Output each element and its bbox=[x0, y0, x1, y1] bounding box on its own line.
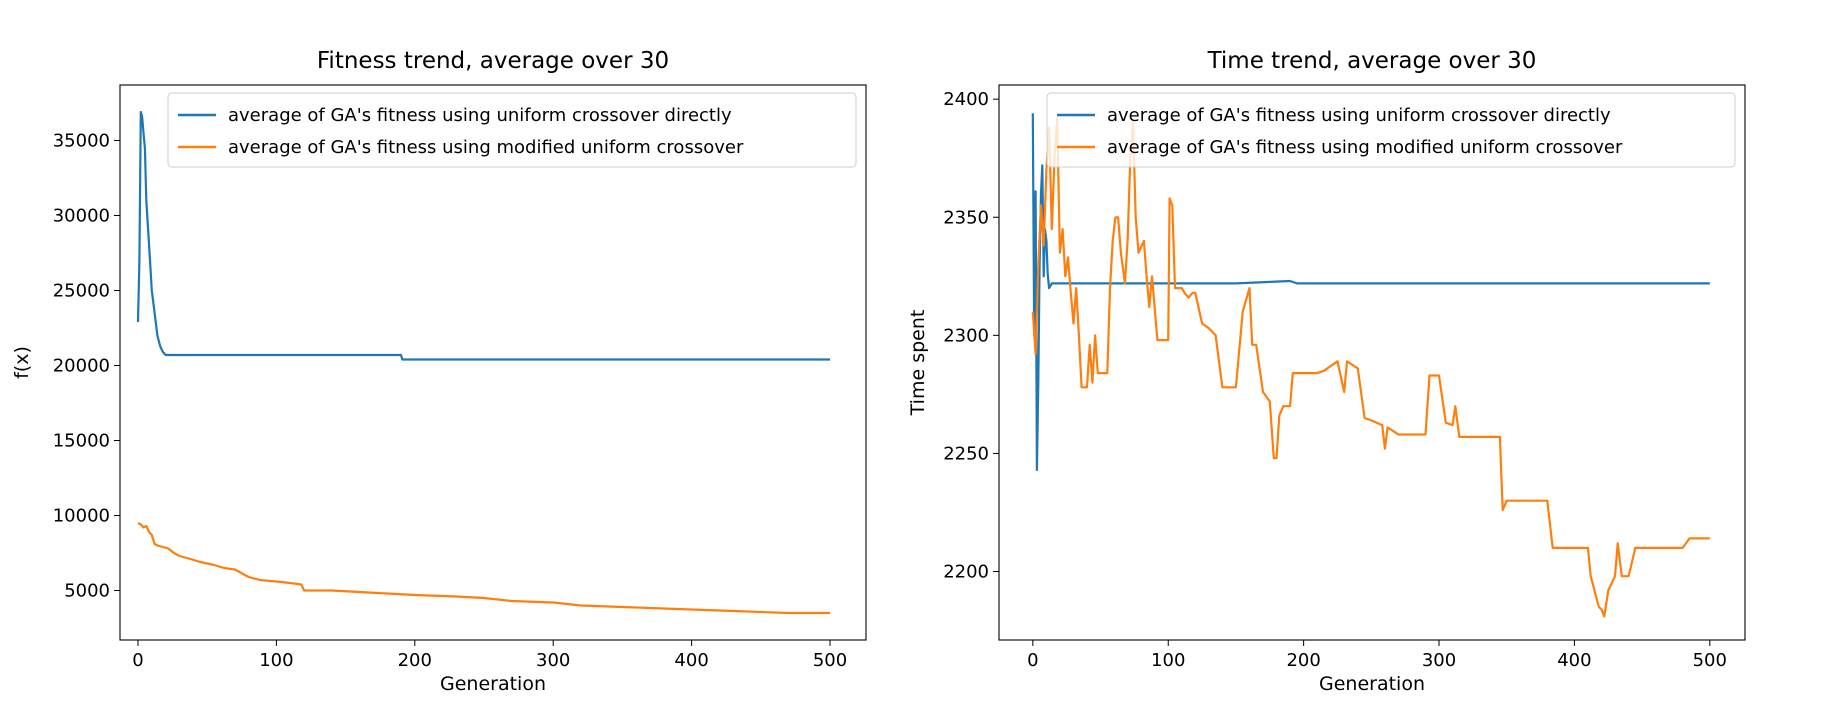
y-tick-label: 5000 bbox=[64, 581, 110, 602]
legend: average of GA's fitness using uniform cr… bbox=[1046, 92, 1736, 168]
chart-title: Time trend, average over 30 bbox=[1207, 48, 1537, 74]
legend-entry-label: average of GA's fitness using modified u… bbox=[1107, 137, 1623, 158]
x-tick-label: 400 bbox=[1557, 650, 1591, 671]
x-tick-label: 300 bbox=[536, 650, 570, 671]
x-tick-label: 100 bbox=[259, 650, 293, 671]
series-line-modified-uniform-crossover bbox=[137, 522, 830, 615]
y-tick-label: 25000 bbox=[53, 281, 110, 302]
y-axis-label: f(x) bbox=[11, 346, 33, 379]
x-tick-label: 500 bbox=[813, 650, 847, 671]
axes-frame bbox=[119, 84, 867, 641]
series-line-modified-uniform-crossover bbox=[1031, 117, 1710, 618]
axes-frame bbox=[998, 84, 1746, 641]
x-tick-label: 0 bbox=[132, 650, 143, 671]
x-axis-label: Generation bbox=[440, 673, 546, 695]
x-tick-label: 100 bbox=[1151, 650, 1185, 671]
y-tick-label: 2350 bbox=[943, 207, 989, 228]
y-tick-label: 10000 bbox=[53, 506, 110, 527]
x-tick-label: 200 bbox=[1286, 650, 1320, 671]
legend-box bbox=[1046, 92, 1736, 168]
series-line-uniform-crossover bbox=[136, 110, 830, 361]
series-line-uniform-crossover bbox=[1031, 113, 1710, 472]
y-tick-label: 20000 bbox=[53, 356, 110, 377]
series-group bbox=[1031, 113, 1710, 618]
y-tick-label: 2200 bbox=[943, 562, 989, 583]
x-axis-label: Generation bbox=[1319, 673, 1425, 695]
y-tick-label: 15000 bbox=[53, 431, 110, 452]
legend-box bbox=[167, 92, 857, 168]
x-tick-label: 0 bbox=[1027, 650, 1038, 671]
y-tick-label: 35000 bbox=[53, 131, 110, 152]
y-tick-label: 2250 bbox=[943, 443, 989, 464]
legend-entry-label: average of GA's fitness using modified u… bbox=[228, 137, 744, 158]
x-tick-label: 400 bbox=[674, 650, 708, 671]
time-trend-panel: Time trend, average over 30 0 100 200 300 400… bbox=[907, 48, 1746, 695]
fitness-trend-panel: Fitness trend, average over 30 0 100 200 300… bbox=[11, 48, 867, 695]
legend-entry-label: average of GA's fitness using uniform cr… bbox=[228, 105, 732, 126]
chart-title: Fitness trend, average over 30 bbox=[317, 48, 669, 74]
legend-entry-label: average of GA's fitness using uniform cr… bbox=[1107, 105, 1611, 126]
x-tick-label: 200 bbox=[398, 650, 432, 671]
x-tick-label: 500 bbox=[1693, 650, 1727, 671]
y-tick-label: 2400 bbox=[943, 89, 989, 110]
legend: average of GA's fitness using uniform cr… bbox=[167, 92, 857, 168]
y-tick-label: 2300 bbox=[943, 325, 989, 346]
y-axis-label: Time spent bbox=[907, 310, 929, 417]
series-group bbox=[136, 110, 830, 615]
x-tick-label: 300 bbox=[1422, 650, 1456, 671]
y-tick-label: 30000 bbox=[53, 206, 110, 227]
